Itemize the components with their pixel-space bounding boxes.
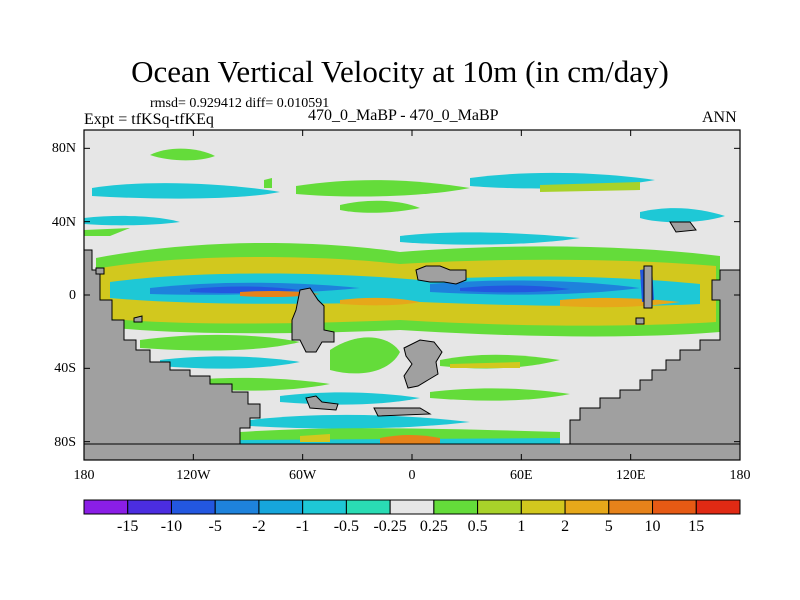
colorbar-swatch: [564, 499, 610, 515]
colorbar-label: 2: [561, 518, 570, 535]
field-patch: [160, 356, 300, 369]
colorbar-label: 15: [688, 518, 705, 535]
colorbar-swatch: [608, 499, 654, 515]
land-mass: [373, 407, 432, 417]
colorbar-label: -2: [252, 518, 266, 535]
field-patch: [296, 180, 470, 197]
stats-text: rmsd= 0.929412 diff= 0.010591: [150, 96, 330, 111]
x-tick-label: 120W: [176, 468, 211, 483]
colorbar-label: 10: [644, 518, 661, 535]
field-patch: [540, 182, 640, 192]
colorbar-label: 0.25: [419, 518, 448, 535]
field-patch: [92, 183, 280, 199]
field-patch: [450, 362, 520, 368]
period-label: 470_0_MaBP - 470_0_MaBP: [308, 107, 499, 124]
land-mass: [291, 287, 335, 353]
colorbar: [83, 499, 741, 515]
field-patch: [430, 388, 570, 401]
y-tick-label: 0: [69, 288, 76, 303]
x-tick-label: 60E: [510, 468, 533, 483]
field-patch: [150, 148, 215, 161]
experiment-label: Expt = tfKSq-tfKEq: [84, 111, 214, 128]
x-tick-label: 120E: [615, 468, 646, 483]
colorbar-swatch: [520, 499, 566, 515]
land-mass: [415, 265, 467, 285]
x-tick-label: 0: [408, 468, 416, 483]
land-mass: [83, 249, 261, 445]
colorbar-swatch: [170, 499, 216, 515]
field-patch: [264, 178, 272, 188]
land-mass: [95, 267, 105, 275]
y-tick-label: 80N: [51, 141, 76, 157]
colorbar-swatch: [695, 499, 741, 515]
land-mass: [669, 221, 697, 233]
field-patch: [340, 297, 420, 306]
land-mass: [635, 317, 645, 325]
colorbar-swatch: [83, 499, 129, 515]
land-mass: [643, 265, 653, 309]
colorbar-swatch: [214, 499, 260, 515]
x-tick-label: 180: [73, 468, 95, 483]
field-patch: [330, 337, 400, 374]
colorbar-swatch: [345, 499, 391, 515]
land-mass: [305, 395, 339, 411]
colorbar-label: -15: [117, 518, 139, 535]
colorbar-label: 1: [517, 518, 526, 535]
colorbar-swatch: [127, 499, 172, 515]
chart-title: Ocean Vertical Velocity at 10m (in cm/da…: [131, 54, 669, 89]
colorbar-label: -0.25: [373, 518, 407, 535]
field-patch: [300, 434, 330, 442]
colorbar-swatch: [652, 499, 697, 515]
colorbar-label: 0.5: [467, 518, 488, 535]
x-tick-label: 180: [729, 468, 751, 483]
axis-ticks: [83, 130, 741, 460]
field-patch: [84, 215, 180, 226]
colorbar-label: -5: [208, 518, 222, 535]
season-label: ANN: [702, 109, 737, 126]
y-tick-label: 80S: [54, 434, 76, 450]
field-patch: [340, 200, 420, 213]
land-mass: [403, 339, 443, 389]
field-patch: [84, 228, 130, 236]
colorbar-swatch: [258, 499, 304, 515]
colorbar-label: -1: [295, 518, 310, 535]
colorbar-label: -0.5: [333, 518, 360, 535]
field-patch: [380, 435, 440, 444]
field-patch: [250, 414, 470, 429]
land-mass: [569, 269, 741, 445]
y-tick-label: 40N: [51, 214, 76, 230]
field-patch: [140, 334, 300, 351]
colorbar-swatch: [302, 499, 347, 515]
colorbar-swatch: [477, 499, 522, 515]
land-mass: [133, 315, 143, 323]
field-patch: [640, 208, 725, 223]
field-patch: [460, 285, 570, 293]
y-tick-label: 40S: [54, 361, 76, 377]
x-tick-label: 60W: [289, 468, 317, 483]
colorbar-label: -10: [160, 518, 183, 535]
colorbar-swatch: [433, 499, 479, 515]
colorbar-label: 5: [604, 518, 613, 535]
colorbar-swatch: [389, 499, 435, 515]
field-patch: [400, 232, 580, 245]
